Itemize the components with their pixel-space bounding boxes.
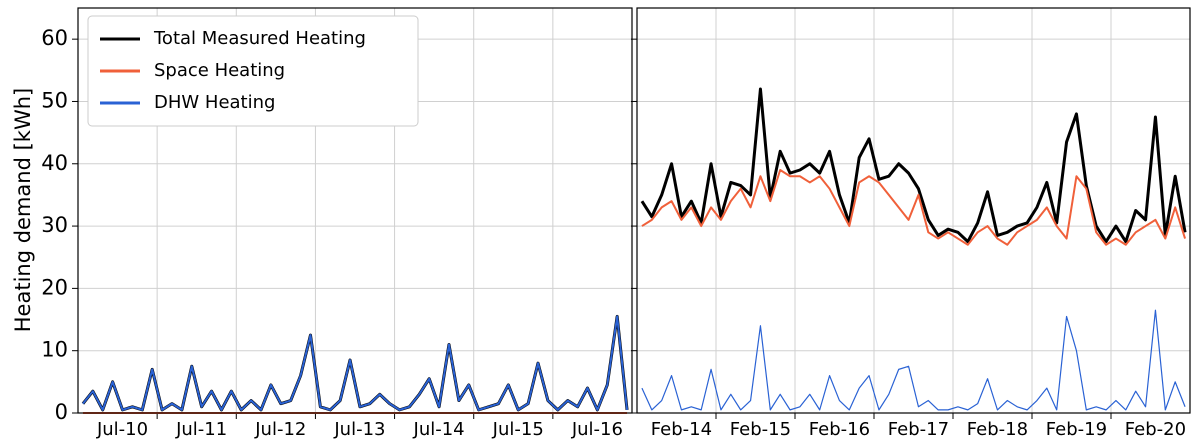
y-tick-label: 40 [41,151,68,175]
x-tick-label: Jul-12 [254,419,306,440]
y-axis-label: Heating demand [kWh] [11,88,35,332]
series-line [641,309,1186,411]
x-tick-label: Feb-14 [651,419,712,440]
plot-frame [636,7,1191,414]
x-tick-label: Feb-17 [888,419,949,440]
y-tick-label: 30 [41,213,68,237]
y-tick-label: 60 [41,26,68,50]
y-tick-label: 0 [55,400,68,424]
series-line [81,314,629,412]
series-line [640,87,1187,244]
x-tick-label: Jul-11 [175,419,227,440]
series-line [641,169,1187,246]
y-tick-label: 50 [41,88,68,112]
plot-frame [77,7,633,414]
series-line [82,315,629,411]
y-tick-label: 20 [41,275,68,299]
legend-label: DHW Heating [154,92,275,113]
x-tick-label: Feb-16 [809,419,870,440]
x-tick-label: Jul-13 [333,419,385,440]
legend-box [87,15,419,127]
x-tick-label: Jul-10 [96,419,148,440]
x-tick-label: Feb-20 [1125,419,1186,440]
legend-label: Total Measured Heating [153,28,366,49]
x-tick-label: Feb-19 [1046,419,1107,440]
legend-label: Space Heating [154,60,285,81]
x-tick-label: Feb-15 [730,419,791,440]
x-tick-label: Jul-15 [492,419,544,440]
x-tick-label: Feb-18 [967,419,1028,440]
y-tick-label: 10 [41,338,68,362]
x-tick-label: Jul-14 [413,419,465,440]
x-tick-label: Jul-16 [571,419,623,440]
